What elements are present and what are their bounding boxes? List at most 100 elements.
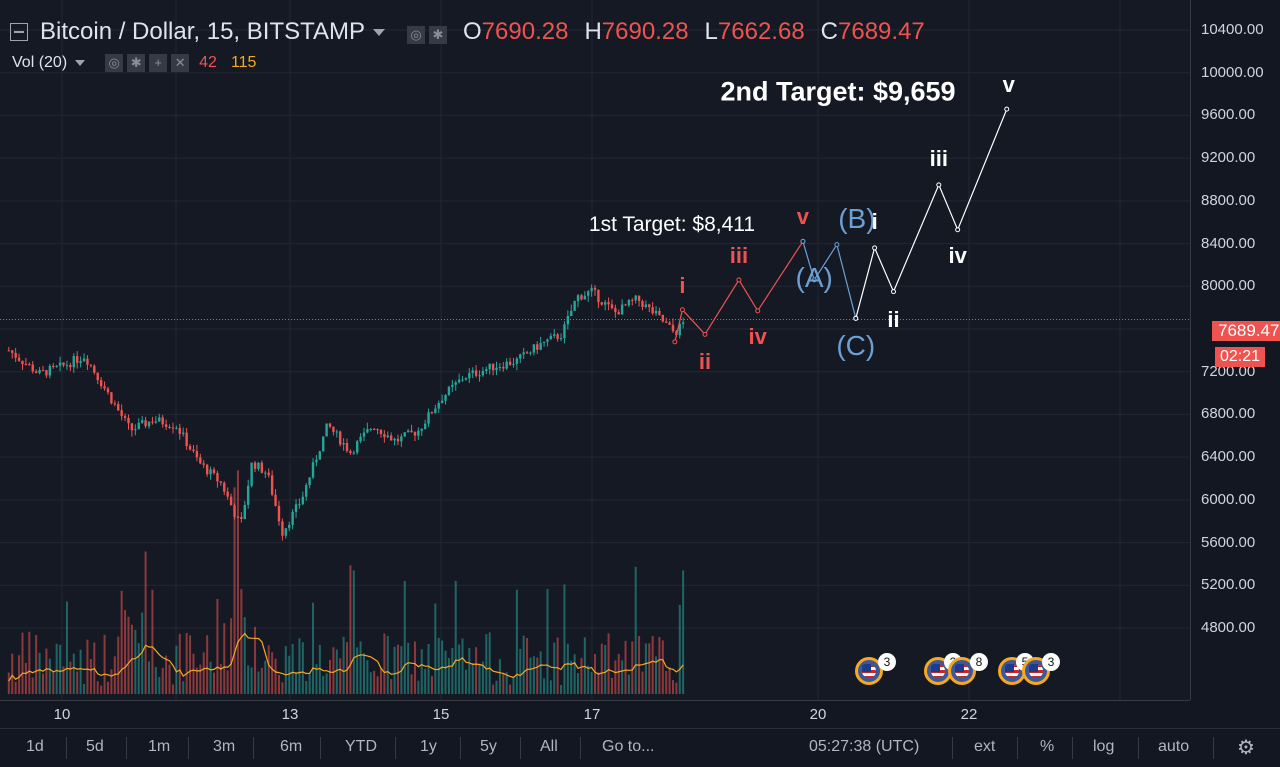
candle-body <box>485 369 488 371</box>
candle-body <box>495 367 498 371</box>
candle-body <box>171 427 175 429</box>
gear-icon[interactable]: ✱ <box>127 54 146 72</box>
candle-body <box>379 429 383 434</box>
event-flag-icon[interactable] <box>948 657 976 685</box>
volume-bar <box>512 676 515 694</box>
range-button[interactable]: 5d <box>86 738 104 755</box>
volume-bar <box>45 648 48 694</box>
candle-body <box>590 287 593 292</box>
chevron-down-icon[interactable] <box>75 60 86 66</box>
candle-body <box>464 378 468 380</box>
volume-bar <box>7 672 10 694</box>
blue-wave-point <box>811 277 817 283</box>
price-chart[interactable] <box>0 0 1190 700</box>
candle-body <box>583 295 587 300</box>
range-button[interactable]: 6m <box>280 738 303 755</box>
chevron-down-icon[interactable] <box>373 28 385 36</box>
collapse-icon[interactable] <box>10 23 28 41</box>
flag-canton <box>1005 664 1014 672</box>
symbol-title[interactable]: Bitcoin / Dollar, 15, BITSTAMP <box>40 18 365 45</box>
red-wave-label: iii <box>729 242 749 268</box>
candle-body <box>7 350 10 352</box>
volume-bar <box>532 656 535 694</box>
candle-body <box>617 312 620 315</box>
volume-bar <box>369 672 372 694</box>
volume-bar <box>175 645 178 694</box>
range-button[interactable]: 1y <box>420 738 437 755</box>
gear-icon[interactable]: ⚙ <box>1237 737 1255 759</box>
event-flag-icon[interactable] <box>1022 657 1050 685</box>
price-tick: 8400.00 <box>1201 234 1256 252</box>
range-button[interactable]: All <box>540 738 558 755</box>
time-axis[interactable]: 10 13 15 17 20 22 <box>0 700 1190 729</box>
range-button[interactable]: 3m <box>213 738 236 755</box>
volume-bar <box>18 655 21 694</box>
percent-toggle[interactable]: % <box>1040 738 1055 755</box>
separator <box>1072 737 1073 759</box>
candle-body <box>151 421 154 423</box>
volume-bar <box>668 667 671 694</box>
goto-button[interactable]: Go to... <box>602 738 655 755</box>
volume-bar <box>604 644 607 694</box>
candle-body <box>294 504 298 512</box>
blue-wave-point <box>834 242 840 248</box>
range-button[interactable]: 5y <box>480 738 497 755</box>
candle-body <box>277 505 281 522</box>
volume-bar <box>437 637 440 694</box>
auto-toggle[interactable]: auto <box>1158 738 1190 755</box>
ext-toggle[interactable]: ext <box>974 738 996 755</box>
range-button[interactable]: YTD <box>345 738 377 755</box>
white-wave-line <box>855 108 1008 319</box>
close-icon[interactable]: ✕ <box>171 54 190 72</box>
utc-clock[interactable]: 05:27:38 (UTC) <box>809 738 920 755</box>
candle-body <box>140 420 144 423</box>
white-wave-point <box>936 182 942 188</box>
candle-body <box>154 421 158 423</box>
white-wave-point <box>872 245 878 251</box>
volume-bar <box>519 648 522 694</box>
volume-bar <box>35 635 38 694</box>
volume-bar <box>390 679 393 694</box>
candle-body <box>284 528 288 536</box>
candle-body <box>566 316 570 325</box>
volume-bar <box>661 640 664 694</box>
volume-bar <box>42 673 44 694</box>
volume-bar <box>577 673 580 694</box>
separator <box>1138 737 1139 759</box>
candle-body <box>209 469 212 475</box>
volume-bar <box>529 657 532 694</box>
volume-bar <box>413 641 416 694</box>
candle-body <box>447 386 451 395</box>
volume-bar <box>594 654 597 694</box>
candle-body <box>597 289 600 303</box>
volume-bar <box>28 631 31 694</box>
volume-bar <box>366 660 369 694</box>
gear-icon[interactable]: ✱ <box>429 26 447 44</box>
volume-label[interactable]: Vol (20) <box>12 54 68 71</box>
volume-bar <box>617 653 620 694</box>
add-icon[interactable]: + <box>149 54 168 72</box>
candle-body <box>573 301 576 311</box>
eye-icon[interactable]: ◎ <box>105 54 124 72</box>
candle-body <box>243 504 246 519</box>
blue-wave-point <box>800 238 806 244</box>
candle-body <box>389 435 393 441</box>
white-wave-point <box>853 315 859 321</box>
range-button[interactable]: 1d <box>26 738 44 755</box>
volume-bar <box>553 642 556 694</box>
candle-body <box>250 462 253 486</box>
volume-bar <box>318 644 321 694</box>
candle-body <box>62 362 65 366</box>
eye-icon[interactable]: ◎ <box>407 26 425 44</box>
symbol-legend: Bitcoin / Dollar, 15, BITSTAMP ◎ ✱ O7690.… <box>10 17 925 47</box>
range-button[interactable]: 1m <box>148 738 171 755</box>
volume-bar <box>189 635 192 694</box>
separator <box>1213 737 1214 759</box>
bottom-toolbar: 1d 5d 1m 3m 6m YTD 1y 5y All Go to... 05:27:38 (… <box>0 728 1280 767</box>
candle-body <box>332 426 335 432</box>
candle-body <box>542 341 546 343</box>
chart-area[interactable] <box>0 0 1190 700</box>
separator <box>952 737 953 759</box>
log-toggle[interactable]: log <box>1093 738 1115 755</box>
event-flag-icon[interactable] <box>998 657 1026 685</box>
